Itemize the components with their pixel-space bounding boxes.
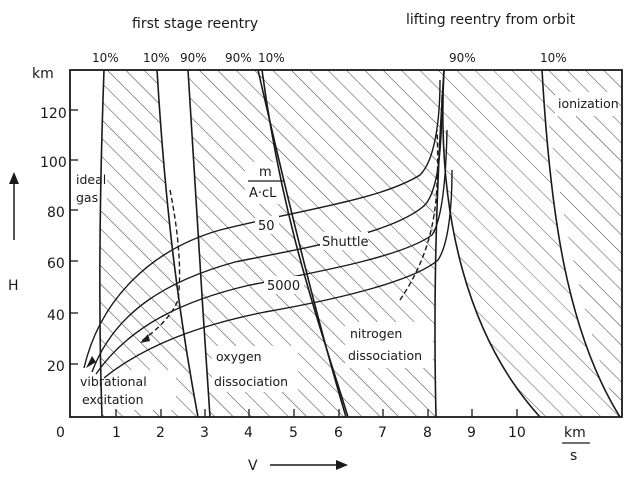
- boundary-curve: [99, 70, 105, 417]
- x-tick-marks: [115, 409, 518, 417]
- trajectory-curve-5000-lower: [103, 169, 453, 379]
- ionization-band-hatch: [542, 70, 622, 417]
- region-label-nitrogen: nitrogen: [350, 326, 402, 341]
- percent-label: 10%: [143, 51, 170, 65]
- y-tick-label: 60: [47, 256, 65, 272]
- boundary-curve: [541, 70, 621, 417]
- percent-label: 10%: [258, 51, 285, 65]
- x-tick-label: 1: [112, 425, 121, 441]
- x-tick-label: 0: [56, 425, 65, 441]
- shuttle-trajectory: [399, 129, 439, 301]
- oxygen-band-hatch: [188, 70, 348, 417]
- percent-label: 10%: [92, 51, 119, 65]
- y-unit-label: km: [32, 66, 54, 82]
- trajectory-bands: [83, 79, 453, 379]
- boundary-curve: [434, 70, 445, 417]
- x-tick-label: 6: [334, 425, 343, 441]
- outer-band-hatch: [442, 70, 620, 417]
- first-stage-title: first stage reentry: [132, 16, 258, 32]
- x-axis-label: V: [248, 458, 258, 474]
- shuttle-label: Shuttle: [322, 235, 369, 250]
- x-tick-label: 8: [423, 425, 432, 441]
- y-axis-label: H: [8, 278, 19, 294]
- parameter-numerator: m: [259, 165, 272, 180]
- shuttle-arrow-icon: [140, 334, 150, 343]
- y-tick-label: 40: [47, 308, 65, 324]
- region-label-vibrational: vibrational: [80, 374, 147, 389]
- x-tick-label: 3: [200, 425, 209, 441]
- trajectory-curve-50-upper: [83, 79, 441, 369]
- region-label-oxygen: oxygen: [216, 349, 262, 364]
- boundary-curve: [257, 70, 347, 417]
- curve-label-5000: 5000: [267, 279, 300, 294]
- region-label-ionization: ionization: [558, 96, 619, 111]
- x-unit-numerator: km: [564, 425, 586, 441]
- x-tick-label: 10: [508, 425, 526, 441]
- x-tick-label: 7: [378, 425, 387, 441]
- shuttle-trajectory: [139, 189, 181, 343]
- region-label-oxygen-dissociation: dissociation: [214, 374, 288, 389]
- x-tick-label: 4: [244, 425, 253, 441]
- y-tick-label: 20: [47, 359, 65, 375]
- y-tick-label: 120: [40, 106, 67, 122]
- region-label-gas: gas: [76, 190, 98, 205]
- lifting-reentry-title: lifting reentry from orbit: [406, 12, 576, 28]
- percent-label: 90%: [225, 51, 252, 65]
- plot-frame: [69, 69, 623, 418]
- x-tick-label: 9: [467, 425, 476, 441]
- y-tick-label: 100: [40, 155, 67, 171]
- region-label-nitrogen-dissociation: dissociation: [348, 348, 422, 363]
- percent-label: 10%: [540, 51, 567, 65]
- parameter-denominator: A·cL: [249, 186, 277, 201]
- y-tick-label: 80: [47, 205, 65, 221]
- region-label-excitation: excitation: [82, 392, 144, 407]
- h-arrowhead-icon: [9, 172, 19, 184]
- region-label-ideal: ideal: [76, 172, 106, 187]
- curve-label-50: 50: [258, 219, 275, 234]
- boundary-curve: [442, 70, 541, 417]
- boundary-curve: [156, 70, 199, 417]
- trajectory-curve-5000-upper: [95, 129, 448, 375]
- y-tick-marks: [70, 109, 78, 365]
- x-unit-denominator: s: [570, 448, 577, 464]
- x-tick-label: 5: [289, 425, 298, 441]
- hatched-regions: [75, 70, 622, 417]
- vibrational-band-hatch: [99, 70, 198, 417]
- x-tick-label: 2: [156, 425, 165, 441]
- boundary-curves: [99, 70, 621, 417]
- v-arrowhead-icon: [336, 460, 348, 470]
- shuttle-arrow-icon: [86, 356, 96, 368]
- percent-label: 90%: [180, 51, 207, 65]
- percent-label: 90%: [449, 51, 476, 65]
